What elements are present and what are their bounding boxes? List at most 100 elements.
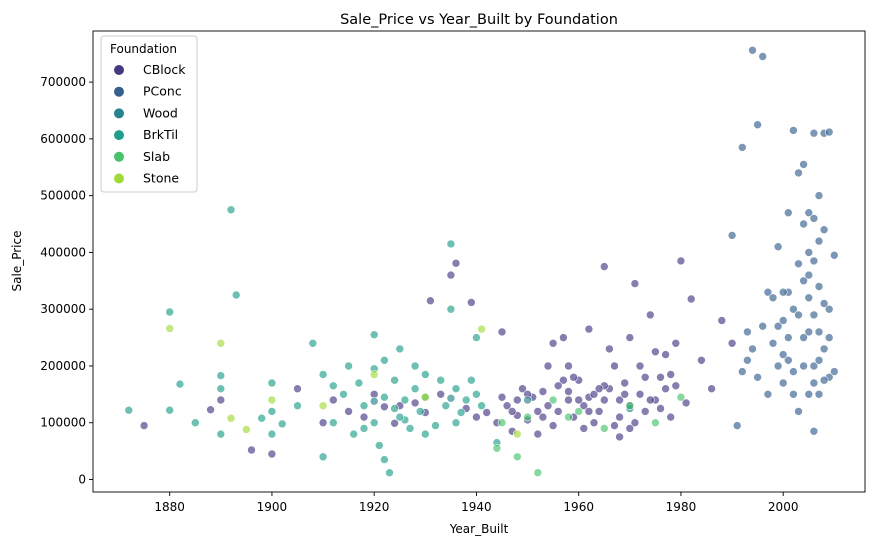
point-slab-7 — [625, 401, 635, 411]
point-brktil-24 — [369, 330, 379, 340]
point-pconc-39 — [804, 293, 814, 303]
point-brktil-5 — [216, 371, 226, 380]
point-cblock-11 — [380, 402, 389, 412]
point-cblock-36 — [553, 407, 563, 416]
y-tick-label: 300000 — [40, 302, 86, 316]
point-stone-3 — [242, 425, 251, 434]
point-cblock-93 — [640, 372, 650, 382]
legend-label-brktil: BrkTil — [143, 127, 178, 142]
point-cblock-66 — [727, 338, 737, 348]
point-cblock-54 — [645, 310, 655, 320]
point-pconc-22 — [814, 389, 824, 399]
points-layer — [124, 45, 839, 478]
point-cblock-26 — [502, 401, 512, 411]
point-stone-6 — [369, 370, 379, 379]
point-brktil-54 — [354, 378, 364, 388]
point-cblock-43 — [589, 418, 599, 428]
point-cblock-95 — [671, 381, 681, 391]
point-stone-5 — [318, 401, 328, 411]
point-brktil-27 — [380, 355, 389, 365]
point-cblock-101 — [599, 395, 609, 405]
point-pconc-7 — [763, 287, 773, 297]
point-cblock-2 — [216, 395, 226, 405]
point-cblock-83 — [620, 389, 630, 399]
point-pconc-11 — [783, 208, 793, 217]
point-cblock-102 — [584, 324, 594, 334]
point-pconc-27 — [829, 251, 839, 260]
point-cblock-52 — [635, 389, 645, 399]
point-stone-9 — [512, 429, 522, 439]
point-brktil-39 — [441, 401, 451, 411]
point-pconc-9 — [773, 242, 783, 251]
point-cblock-96 — [538, 412, 548, 422]
point-pconc-45 — [799, 219, 808, 229]
point-pconc-37 — [789, 304, 798, 314]
point-brktil-60 — [477, 401, 486, 411]
x-tick-label: 1980 — [666, 500, 697, 514]
point-brktil-3 — [175, 379, 185, 389]
point-brktil-22 — [349, 429, 359, 439]
point-brktil-0 — [124, 405, 134, 415]
y-axis: 0 100000 200000 300000 400000 500000 600000 700… — [40, 75, 93, 487]
point-cblock-19 — [451, 258, 461, 268]
point-cblock-91 — [594, 384, 604, 394]
legend-box — [100, 35, 198, 193]
point-slab-10 — [492, 443, 502, 453]
point-cblock-16 — [426, 296, 435, 306]
point-pconc-16 — [799, 160, 808, 169]
point-cblock-92 — [610, 361, 619, 371]
point-cblock-53 — [640, 407, 650, 416]
point-pconc-32 — [773, 361, 783, 371]
legend-marker-brktil — [114, 130, 124, 141]
point-stone-2 — [226, 413, 236, 423]
point-pconc-19 — [809, 128, 819, 138]
point-cblock-34 — [543, 401, 553, 411]
point-cblock-17 — [436, 389, 446, 399]
point-cblock-61 — [681, 398, 691, 408]
point-brktil-40 — [446, 239, 456, 249]
legend-label-stone: Stone — [143, 171, 179, 186]
point-brktil-38 — [431, 421, 440, 430]
point-pconc-26 — [824, 304, 834, 314]
point-cblock-60 — [676, 256, 686, 266]
point-slab-2 — [523, 412, 532, 422]
point-cblock-72 — [615, 412, 624, 422]
point-cblock-14 — [410, 398, 420, 408]
point-brktil-10 — [257, 413, 267, 423]
point-stone-0 — [165, 324, 174, 333]
point-cblock-35 — [548, 338, 558, 348]
point-pconc-68 — [773, 321, 783, 331]
point-brktil-9 — [231, 290, 241, 300]
point-pconc-8 — [768, 338, 778, 348]
point-cblock-84 — [630, 418, 640, 428]
point-cblock-29 — [518, 384, 527, 394]
point-brktil-14 — [277, 419, 287, 429]
point-pconc-40 — [809, 361, 819, 371]
point-cblock-9 — [359, 412, 369, 422]
point-pconc-1 — [732, 421, 742, 430]
legend-marker-stone — [114, 173, 124, 184]
point-brktil-52 — [420, 429, 430, 439]
point-cblock-4 — [267, 449, 277, 459]
point-brktil-51 — [410, 384, 420, 394]
x-axis-label: Year_Built — [449, 522, 509, 536]
point-cblock-82 — [605, 344, 614, 354]
point-cblock-100 — [625, 333, 635, 342]
point-pconc-57 — [809, 378, 819, 388]
point-cblock-85 — [645, 395, 655, 405]
point-pconc-44 — [804, 248, 814, 257]
point-brktil-19 — [328, 418, 338, 428]
y-tick-label: 0 — [78, 473, 86, 487]
point-pconc-12 — [789, 367, 798, 376]
point-brktil-53 — [380, 392, 389, 402]
x-axis: 1880 1900 1920 1940 1960 1980 2000 — [154, 492, 798, 514]
point-brktil-25 — [369, 418, 379, 428]
point-pconc-65 — [737, 367, 747, 376]
legend-marker-cblock — [114, 65, 124, 75]
point-pconc-38 — [799, 333, 808, 342]
point-cblock-48 — [615, 395, 624, 405]
point-pconc-63 — [804, 270, 814, 280]
point-pconc-49 — [819, 299, 829, 308]
point-brktil-42 — [451, 384, 461, 394]
